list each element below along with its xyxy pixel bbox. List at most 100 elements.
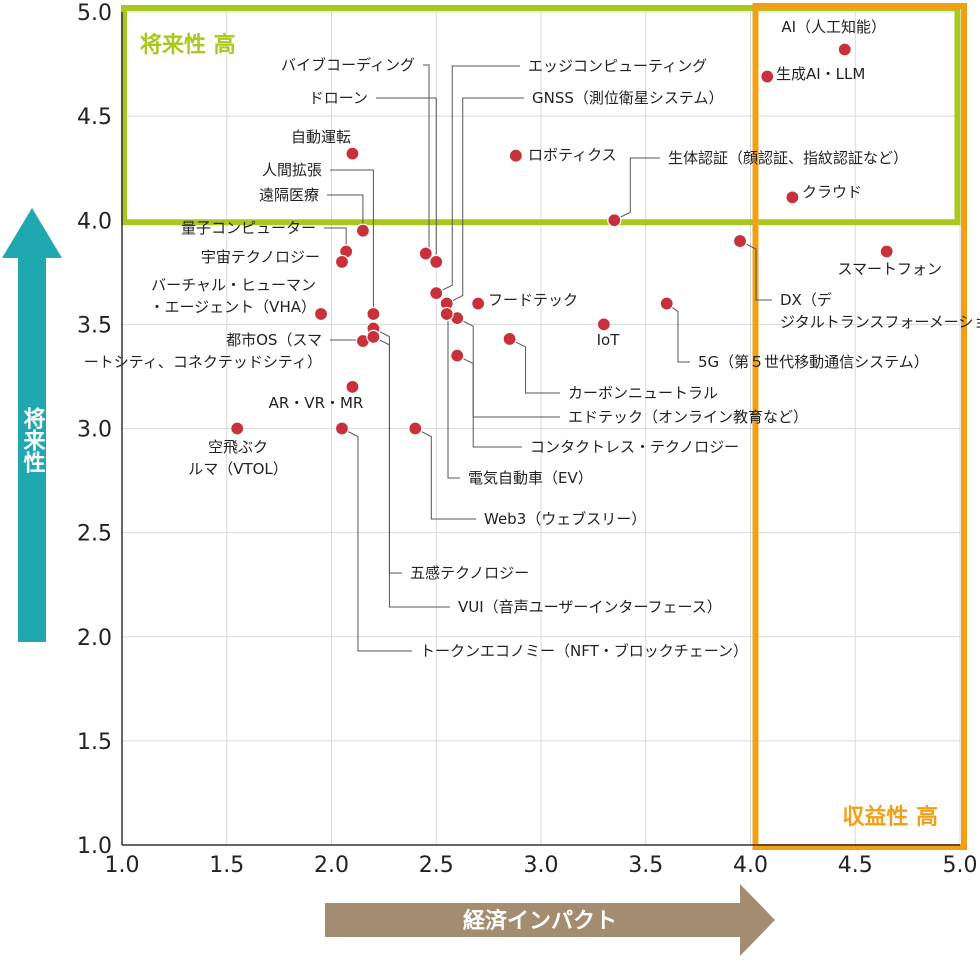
- y-tick-label-5: 3.5: [77, 313, 112, 338]
- profit-region-box: [752, 3, 967, 850]
- future-region-box: [121, 5, 961, 226]
- data-point-20: [366, 306, 381, 322]
- point-label-2: クラウド: [802, 183, 862, 201]
- data-point-24: [313, 306, 329, 322]
- x-tick-label-1: 1.5: [209, 853, 244, 878]
- point-label-22: 量子コンピューター: [181, 219, 316, 237]
- point-label-23: 宇宙テクノロジー: [201, 248, 320, 266]
- leader-line-21: [327, 194, 364, 231]
- point-label-5: DX（デジタルトランスフォーメーション）: [780, 291, 980, 331]
- y-tick-label-4: 3.0: [77, 418, 112, 443]
- x-tick-label-4: 3.0: [524, 853, 559, 878]
- data-point-8: [508, 148, 523, 163]
- data-point-10: [502, 331, 517, 347]
- point-label-9: フードテック: [488, 291, 578, 309]
- leader-line-12: [446, 97, 524, 304]
- point-label-13: エドテック（オンライン教育など）: [568, 408, 808, 426]
- data-point-18: [408, 421, 423, 436]
- future-region-label: 将来性 高: [140, 32, 236, 58]
- point-label-1: 生成AI・LLM: [776, 65, 865, 83]
- leader-line-22: [324, 227, 347, 252]
- data-point-28: [345, 379, 360, 394]
- leader-line-27: [373, 336, 450, 608]
- data-point-17: [429, 254, 444, 269]
- x-tick-label-0: 1.0: [105, 853, 140, 878]
- point-label-30: 空飛ぶクルマ（VTOL）: [188, 438, 288, 478]
- y-tick-label-2: 2.0: [77, 626, 112, 651]
- leader-line-14: [456, 355, 522, 448]
- point-label-3: スマートフォン: [837, 260, 942, 278]
- data-point-16: [418, 246, 433, 261]
- point-label-4: 生体認証（顔認証、指紋認証など）: [668, 149, 908, 167]
- x-tick-label-5: 3.5: [628, 853, 663, 878]
- profit-region-label: 収益性 高: [842, 804, 938, 830]
- y-tick-label-6: 4.0: [77, 209, 112, 234]
- data-point-1: [760, 69, 775, 84]
- leader-line-17: [376, 97, 437, 262]
- point-label-27: VUI（音声ユーザーインターフェース）: [458, 598, 722, 616]
- point-label-26: 五感テクノロジー: [410, 564, 529, 582]
- y-axis-arrow: [2, 208, 62, 642]
- x-axis-arrow: [325, 884, 775, 956]
- point-label-11: エッジコンピューティング: [528, 57, 707, 75]
- tick-labels: 1.0 1.5 2.0 2.5 3.0 3.5 4.0 4.5 5.0 1.0 1.5 2.0 2.5 3…: [77, 1, 978, 878]
- grid: [121, 11, 961, 846]
- data-point-30: [230, 421, 245, 436]
- leader-line-18: [415, 428, 476, 520]
- leader-line-15: [446, 313, 460, 479]
- point-label-24: バーチャル・ヒューマン・エージェント（VHA）: [149, 276, 316, 316]
- point-label-18: Web3（ウェブスリー）: [484, 510, 646, 528]
- data-point-5: [732, 233, 748, 249]
- x-tick-label-8: 5.0: [943, 853, 978, 878]
- point-label-0: AI（人工知能）: [781, 18, 886, 36]
- data-points: [230, 42, 894, 436]
- data-point-29: [334, 421, 350, 436]
- point-label-19: 自動運転: [291, 128, 351, 146]
- point-label-10: カーボンニュートラル: [568, 384, 718, 402]
- data-point-7: [596, 317, 611, 332]
- data-point-11: [429, 286, 444, 301]
- leader-line-4: [614, 157, 660, 221]
- x-axis-title: 経済インパクト: [463, 908, 617, 934]
- data-point-2: [785, 190, 800, 205]
- y-tick-label-0: 1.0: [77, 834, 112, 859]
- y-tick-label-1: 1.5: [77, 730, 112, 755]
- point-label-21: 遠隔医療: [259, 186, 319, 204]
- point-label-7: IoT: [597, 331, 621, 349]
- leader-line-11: [436, 65, 520, 294]
- data-point-15: [439, 306, 454, 322]
- point-label-25: 都市OS（スマートシティ、コネクテッドシティ）: [84, 331, 322, 371]
- point-label-20: 人間拡張: [262, 161, 322, 179]
- data-point-23: [334, 254, 350, 269]
- y-axis-title: 将来性: [20, 406, 47, 473]
- data-point-21: [355, 223, 371, 238]
- x-tick-label-2: 2.0: [314, 853, 349, 878]
- data-point-0: [837, 42, 852, 57]
- leader-line-10: [509, 338, 560, 394]
- data-point-19: [345, 146, 360, 161]
- leader-line-5: [739, 240, 772, 301]
- point-label-17: ドローン: [309, 89, 368, 107]
- point-label-28: AR・VR・MR: [269, 394, 364, 412]
- point-label-16: バイブコーディング: [281, 56, 415, 74]
- point-label-15: 電気自動車（EV）: [468, 469, 593, 487]
- leader-line-26: [373, 328, 402, 574]
- point-label-29: トークンエコノミー（NFT・ブロックチェーン）: [420, 642, 748, 660]
- data-point-3: [879, 244, 894, 259]
- y-tick-label-8: 5.0: [77, 1, 112, 26]
- y-tick-label-7: 4.5: [77, 105, 112, 130]
- data-point-27: [366, 329, 381, 344]
- leader-line-29: [341, 428, 412, 652]
- data-point-14: [450, 348, 465, 363]
- leader-line-16: [423, 64, 430, 254]
- axes: [121, 12, 960, 846]
- leader-line-20: [330, 169, 374, 314]
- x-tick-label-7: 4.5: [838, 853, 873, 878]
- leader-line-6: [666, 303, 690, 363]
- x-tick-label-3: 2.5: [419, 853, 454, 878]
- point-label-8: ロボティクス: [528, 146, 617, 164]
